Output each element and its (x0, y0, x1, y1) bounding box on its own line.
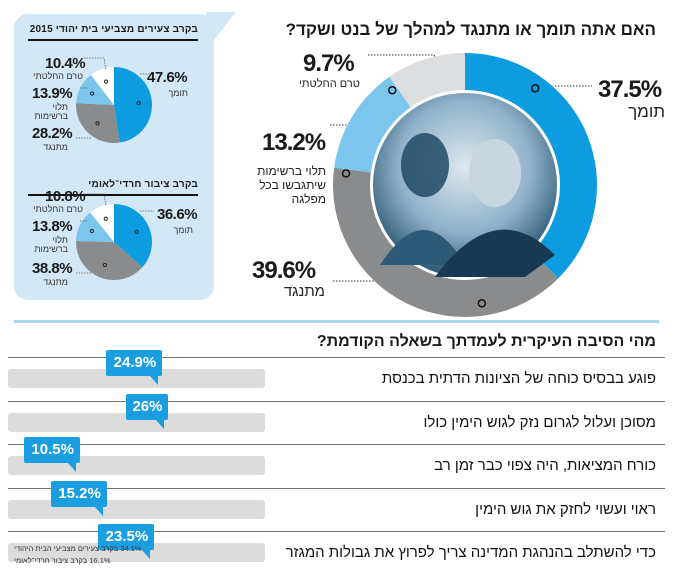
panel1-undecided-label: טרם החלטתי (33, 71, 83, 81)
panel1-oppose-label: מתנגד (43, 142, 68, 152)
mini1-slice-conditional (76, 74, 114, 105)
panel2-oppose-label: מתנגד (43, 277, 68, 287)
mini1-marker-undecided (103, 79, 109, 84)
main-undecided-label: טרם החלטתי (299, 78, 360, 90)
main-conditional-label-3: מפלגה (291, 192, 326, 206)
value-bubble: 23.5% (98, 524, 155, 559)
bar-track (8, 412, 265, 432)
mini-leader-1 (84, 57, 107, 71)
donut-marker-oppose (477, 299, 487, 308)
mini2-slice-oppose (75, 241, 143, 280)
panel1-undecided-pct: 10.4% (45, 55, 86, 72)
donut-slice-support (465, 53, 597, 279)
main-title: האם אתה תומך או מתנגד למהלך של בנט ושקד? (285, 20, 656, 39)
mini1-slice-support (114, 67, 152, 143)
mini1-marker-support (136, 101, 141, 106)
leader-undecided (368, 54, 444, 76)
main-support-pct: 37.5% (598, 76, 662, 103)
donut-marker-support (530, 84, 540, 93)
row-divider (8, 444, 665, 445)
note-1: 34.1% בקרב צעירים מצביעי הבית היהודי (14, 544, 142, 553)
mini-leader-5 (84, 193, 107, 207)
value-bubble: 26% (126, 393, 169, 429)
note-2: 16.1% בקרב ציבור חרדי־לאומי (14, 556, 111, 565)
mini1-marker-oppose (95, 121, 100, 126)
mini1-slice-oppose (75, 103, 120, 143)
photo-figure-right (469, 139, 521, 207)
reasons-title: מהי הסיבה העיקרית לעמדתך בשאלה הקודמת? (316, 333, 656, 350)
reason-label: כדי להשתלב בהנהגת המדינה צריך לפרוץ את ג… (285, 544, 656, 561)
row-divider (8, 400, 665, 402)
donut-slice-conditional (334, 76, 411, 173)
photo-figure-left (401, 133, 449, 197)
panel2-title: בקרב ציבור חרדי־לאומי (28, 179, 198, 196)
reason-label: כורח המציאות, היה צפוי כבר זמן רב (434, 457, 656, 474)
row-divider (8, 531, 665, 532)
photo-figure-right-body (435, 229, 555, 277)
panel1-conditional-pct: 13.9% (32, 85, 73, 102)
row-divider (8, 487, 665, 489)
bar-track (8, 543, 265, 562)
main-undecided-pct: 9.7% (303, 50, 355, 77)
mini2-marker-support (134, 229, 139, 235)
panel1-support-pct: 47.6% (147, 69, 188, 86)
bar-track (8, 499, 265, 519)
photo-figure-left-body (380, 230, 465, 265)
donut-marker-undecided (387, 85, 397, 95)
value-bubble: 24.9% (106, 350, 163, 385)
panel2-oppose-pct: 38.8% (32, 260, 73, 277)
mini2-slice-undecided (90, 204, 114, 242)
panel2-conditional-pct: 13.8% (32, 218, 73, 235)
main-donut-chart (332, 53, 597, 317)
panel1-conditional-label-1: תלוי (52, 102, 68, 112)
value-bubble: 15.2% (50, 480, 107, 516)
main-support-label: תומך (628, 102, 665, 121)
mini2-marker-undecided (103, 216, 108, 221)
donut-marker-conditional (341, 169, 351, 178)
mini2-marker-conditional (89, 228, 94, 234)
donut-slice-oppose (332, 167, 559, 317)
panel1-oppose-pct: 28.2% (32, 125, 73, 142)
main-conditional-pct: 13.2% (262, 129, 326, 156)
section-divider (14, 320, 659, 323)
panel2-support-label: תומך (173, 225, 193, 235)
main-conditional-label-1: תלוי ברשימות (257, 164, 326, 178)
value-bubble: 10.5% (23, 437, 80, 472)
main-oppose-label: מתנגד (283, 283, 325, 300)
panel1-conditional-label-2: ברשימות (34, 111, 68, 121)
main-conditional-label-2: שיתגבשו בכל (259, 178, 326, 192)
panel1-title: בקרב צעירים מצביעי בית יהודי 2015 (28, 24, 198, 41)
panel2-undecided-pct: 10.8% (45, 188, 86, 205)
panel2-conditional-label-2: ברשימות (34, 244, 68, 254)
mini2-marker-oppose (102, 262, 108, 268)
panel2-undecided-label: טרם החלטתי (33, 204, 83, 214)
bar-track (8, 369, 265, 388)
mini1-slice-undecided (90, 67, 114, 105)
reason-label: מסוכן ועלול לגרום נזק לגוש הימין כולו (423, 413, 657, 431)
panel2-conditional-label-1: תלוי (52, 235, 68, 245)
mini2-slice-support (114, 204, 153, 268)
reason-label: ראוי ועשוי לחזק את גוש הימין (475, 500, 656, 518)
donut-slice-undecided (389, 53, 465, 108)
main-oppose-pct: 39.6% (252, 257, 316, 284)
row-divider (8, 357, 665, 358)
reason-label: פוגע בבסיס כוחה של הציונות הדתית בכנסת (381, 370, 656, 387)
mini2-slice-conditional (76, 212, 114, 242)
panel2-support-pct: 36.6% (157, 206, 198, 223)
mini1-marker-conditional (90, 91, 95, 96)
panel1-support-label: תומך (168, 88, 188, 98)
